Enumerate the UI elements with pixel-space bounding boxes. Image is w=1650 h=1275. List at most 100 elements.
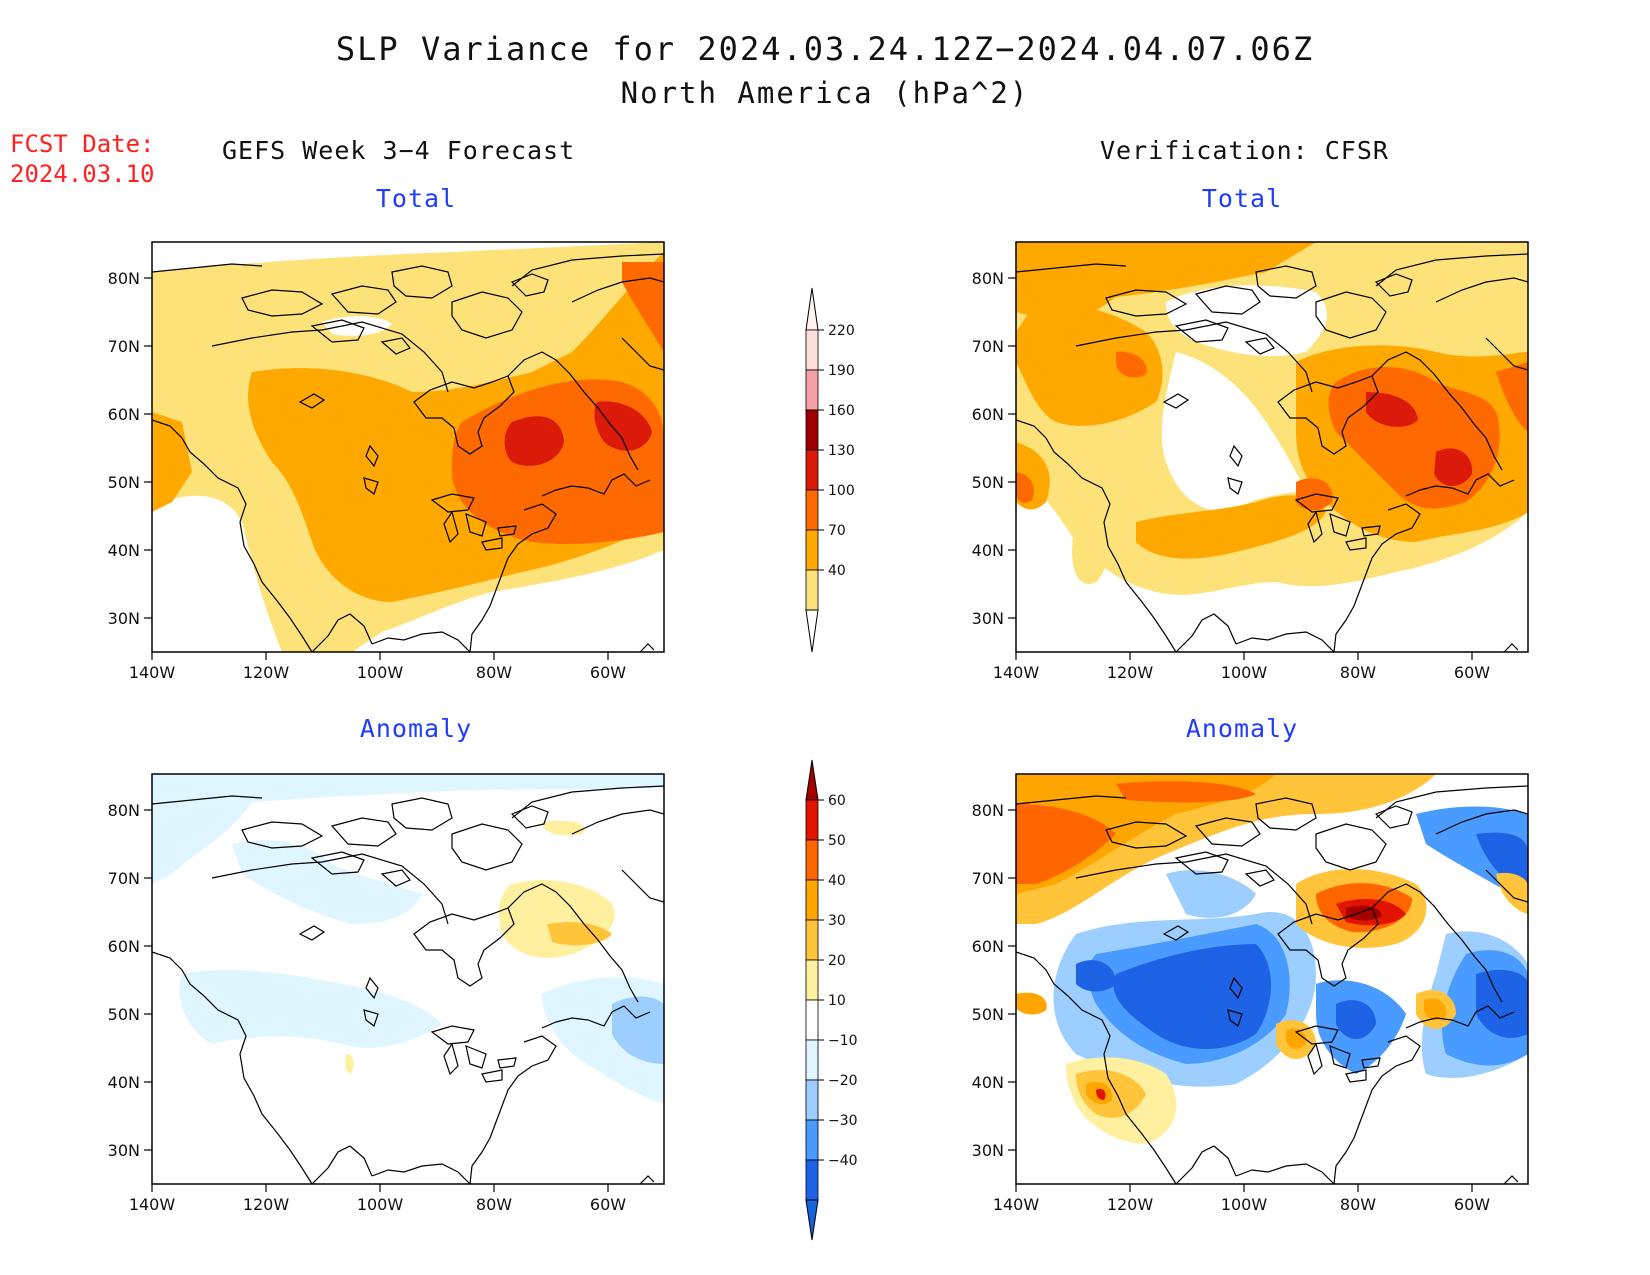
cfsr-total-lat-label: 50N [972, 473, 1004, 492]
anomaly-colorbar-swatch [805, 1079, 819, 1121]
total-colorbar-swatch [805, 569, 819, 611]
gefs-anomaly-map [151, 773, 665, 1185]
anomaly-colorbar-swatch [805, 839, 819, 881]
cfsr-total-lon-label: 120W [1107, 663, 1154, 682]
gefs-anomaly-lat-label: 50N [108, 1005, 140, 1024]
gefs-anomaly-lon-label: 120W [243, 1195, 290, 1214]
fcst-date-value: 2024.03.10 [10, 160, 155, 188]
gefs-anomaly-lon-label: 140W [129, 1195, 176, 1214]
anomaly-colorbar-swatch [805, 1159, 819, 1201]
total-colorbar-top-arrow [805, 287, 819, 331]
gefs-anomaly-lon-label: 80W [476, 1195, 512, 1214]
total-colorbar-label: 130 [828, 443, 855, 459]
gefs-heading: GEFS Week 3−4 Forecast [222, 136, 576, 165]
cfsr-total-title: Total [1201, 184, 1283, 213]
gefs-total-lat-label: 40N [108, 541, 140, 560]
anomaly-colorbar-label: −30 [828, 1113, 858, 1129]
cfsr-total-lon-label: 60W [1454, 663, 1490, 682]
total-colorbar-label: 220 [828, 323, 855, 339]
total-colorbar-swatch [805, 529, 819, 571]
anomaly-colorbar-label: 10 [828, 993, 846, 1009]
cfsr-anomaly-lon-label: 140W [993, 1195, 1040, 1214]
gefs-anomaly-lon-label: 60W [590, 1195, 626, 1214]
anomaly-colorbar-swatch [805, 919, 819, 961]
cfsr-total-lat-label: 40N [972, 541, 1004, 560]
gefs-anomaly-lat-label: 80N [108, 801, 140, 820]
anomaly-colorbar-label: 40 [828, 873, 846, 889]
gefs-anomaly-lat-label: 40N [108, 1073, 140, 1092]
anomaly-colorbar-swatch [805, 879, 819, 921]
anomaly-colorbar-swatch [805, 1119, 819, 1161]
total-colorbar-label: 40 [828, 563, 846, 579]
total-colorbar-label: 160 [828, 403, 855, 419]
cfsr-anomaly-lat-label: 80N [972, 801, 1004, 820]
cfsr-total-lon-label: 140W [993, 663, 1040, 682]
cfsr-anomaly-lon-label: 120W [1107, 1195, 1154, 1214]
gefs-total-lon-label: 120W [243, 663, 290, 682]
fcst-date-label: FCST Date: [10, 130, 155, 158]
map-axes: 140W 120W 100W 80W 60W 80N 70N 60N 50N 40N 30N 140W… [108, 269, 1491, 1214]
cfsr-total-lon-label: 100W [1221, 663, 1268, 682]
total-colorbar-swatch [805, 409, 819, 451]
gefs-anomaly-lat-label: 70N [108, 869, 140, 888]
anomaly-colorbar-top-arrow [805, 759, 819, 801]
total-colorbar-swatch [805, 369, 819, 411]
gefs-total-map [151, 241, 665, 653]
cfsr-total-lat-label: 60N [972, 405, 1004, 424]
anomaly-colorbar-label: −20 [828, 1073, 858, 1089]
cfsr-anomaly-lon-label: 80W [1340, 1195, 1376, 1214]
total-colorbar-label: 100 [828, 483, 855, 499]
cfsr-total-map [1015, 241, 1529, 653]
main-subtitle: North America (hPa^2) [620, 76, 1030, 110]
cfsr-total-lat-label: 30N [972, 609, 1004, 628]
anomaly-colorbar-swatch [805, 959, 819, 1001]
gefs-total-lon-label: 100W [357, 663, 404, 682]
anomaly-colorbar-label: −10 [828, 1033, 858, 1049]
total-colorbar: 220 190 160 130 100 70 40 [805, 287, 855, 653]
gefs-total-lat-label: 70N [108, 337, 140, 356]
anomaly-colorbar-label: 20 [828, 953, 846, 969]
anomaly-colorbar-label: 50 [828, 833, 846, 849]
cfsr-anomaly-lat-label: 30N [972, 1141, 1004, 1160]
total-colorbar-swatch [805, 489, 819, 531]
anomaly-colorbar-bottom-arrow [805, 1199, 819, 1241]
gefs-total-lon-label: 60W [590, 663, 626, 682]
anomaly-colorbar: 60 50 40 30 20 10 −10 −20 −30 −40 [805, 759, 858, 1241]
gefs-total-lat-label: 80N [108, 269, 140, 288]
cfsr-anomaly-lat-label: 50N [972, 1005, 1004, 1024]
gefs-total-lat-label: 60N [108, 405, 140, 424]
total-colorbar-bottom-arrow [805, 609, 819, 653]
total-colorbar-label: 190 [828, 363, 855, 379]
gefs-total-lat-label: 30N [108, 609, 140, 628]
cfsr-anomaly-lat-label: 70N [972, 869, 1004, 888]
cfsr-heading: Verification: CFSR [1100, 136, 1389, 165]
total-colorbar-label: 70 [828, 523, 846, 539]
anomaly-colorbar-swatch [805, 799, 819, 841]
total-colorbar-swatch [805, 449, 819, 491]
gefs-total-lon-label: 140W [129, 663, 176, 682]
cfsr-anomaly-map [1015, 773, 1529, 1185]
cfsr-total-lat-label: 80N [972, 269, 1004, 288]
gefs-total-lon-label: 80W [476, 663, 512, 682]
cfsr-total-lat-label: 70N [972, 337, 1004, 356]
cfsr-anomaly-lon-label: 100W [1221, 1195, 1268, 1214]
anomaly-colorbar-label: 30 [828, 913, 846, 929]
anomaly-colorbar-label: 60 [828, 793, 846, 809]
cfsr-anomaly-lat-label: 40N [972, 1073, 1004, 1092]
gefs-anomaly-lon-label: 100W [357, 1195, 404, 1214]
anomaly-colorbar-swatch [805, 999, 819, 1041]
gefs-anomaly-title: Anomaly [359, 714, 473, 743]
gefs-total-lat-label: 50N [108, 473, 140, 492]
main-title: SLP Variance for 2024.03.24.12Z−2024.04.… [335, 30, 1315, 68]
anomaly-colorbar-swatch [805, 1039, 819, 1081]
total-colorbar-swatch [805, 329, 819, 371]
gefs-total-title: Total [375, 184, 457, 213]
gefs-anomaly-lat-label: 30N [108, 1141, 140, 1160]
anomaly-colorbar-label: −40 [828, 1153, 858, 1169]
cfsr-total-lon-label: 80W [1340, 663, 1376, 682]
cfsr-anomaly-lon-label: 60W [1454, 1195, 1490, 1214]
cfsr-anomaly-lat-label: 60N [972, 937, 1004, 956]
cfsr-anomaly-title: Anomaly [1185, 714, 1299, 743]
gefs-anomaly-lat-label: 60N [108, 937, 140, 956]
